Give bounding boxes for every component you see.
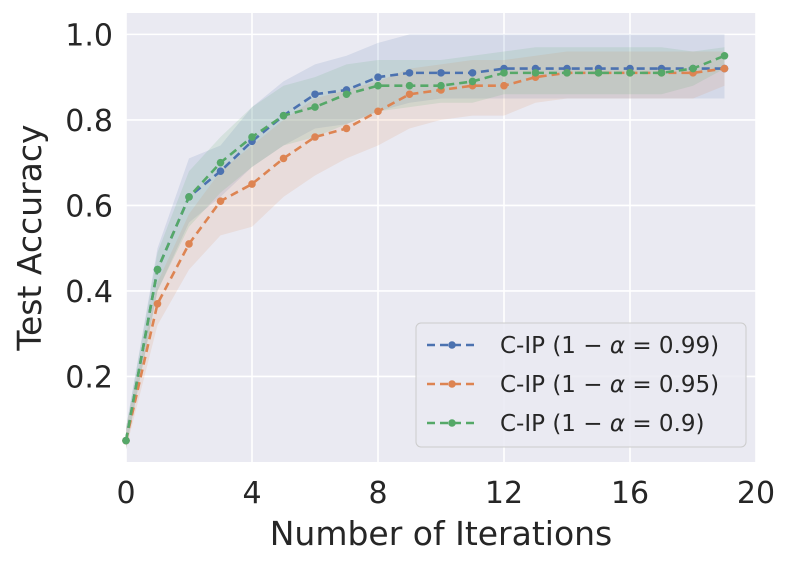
y-tick-label: 0.6 [65,189,113,224]
legend-label-part: 1 [561,372,576,398]
data-point [500,81,508,90]
legend-label-part: 0.9 [659,411,696,437]
series-lines [122,51,729,445]
data-point [374,73,382,81]
data-point [720,64,729,73]
x-axis-label: Number of Iterations [270,514,613,553]
data-point [594,69,603,77]
x-tick-label: 8 [368,476,387,511]
data-point [342,124,351,133]
data-point [248,180,256,188]
x-tick-label: 12 [485,476,523,511]
legend-label-part: 1 [561,333,576,359]
data-point [374,107,382,116]
legend-label-part: − [576,333,610,359]
legend-label-part: 1 [561,411,576,437]
confidence-band-1 [126,51,725,450]
legend-label-part: = [625,333,659,359]
data-point [216,197,225,205]
x-tick-label: 0 [116,476,135,511]
legend-label-part: C-IP ( [500,372,561,398]
legend-label-part: ) [696,411,705,437]
data-point [185,193,193,201]
x-tick-label: 20 [737,476,775,511]
legend-label-1: C-IP (1 − α = 0.95) [500,372,719,398]
y-axis-label: Test Accuracy [10,124,49,351]
data-point [311,133,319,141]
legend-label-part: = [625,372,659,398]
series-line-2 [124,54,725,441]
legend-label-part: = [625,411,659,437]
data-point [626,69,634,77]
x-tick-label: 4 [242,476,261,511]
data-point [657,69,666,77]
legend-marker-1 [448,380,456,388]
y-tick-label: 1.0 [65,18,113,53]
y-tick-label: 0.4 [65,275,113,310]
x-tick-label: 16 [611,476,649,511]
legend-box [415,322,747,448]
confidence-band-2 [126,47,725,450]
data-point [500,69,508,77]
x-axis-ticks: 0 4 8 12 16 20 [116,476,775,511]
series-line-0 [124,67,725,441]
data-point [311,103,319,111]
data-point [122,436,130,445]
legend-label-part: ) [710,372,719,398]
data-point [153,265,162,274]
legend-label-2: C-IP (1 − α = 0.9) [500,411,704,437]
data-point [342,90,351,99]
legend-label-part: − [576,372,610,398]
legend-label-part: C-IP ( [500,411,561,437]
confidence-band-0 [126,34,725,450]
data-point [437,81,445,90]
data-point [279,154,288,163]
series-line-1 [124,67,725,441]
legend-label-part: α [610,411,625,437]
legend-label-part: 0.99 [659,333,710,359]
data-point [153,299,162,308]
legend-label-part: − [576,411,610,437]
legend-label-part: 0.95 [659,372,710,398]
legend-marker-0 [448,341,456,349]
data-point [720,51,729,60]
data-point [216,158,225,167]
data-point [531,69,540,77]
data-point [468,77,477,86]
data-point [279,111,288,120]
legend-label-part: ) [710,333,719,359]
legend-label-part: C-IP ( [500,333,561,359]
legend: C-IP (1 − α = 0.99)C-IP (1 − α = 0.95)C-… [415,322,747,448]
data-point [405,69,414,77]
data-point [405,81,414,90]
data-point [185,240,193,248]
data-point [216,167,225,176]
data-point [468,69,477,77]
data-point [311,90,319,99]
data-point [437,69,445,77]
legend-label-part: α [610,333,625,359]
y-axis-ticks: 0.2 0.4 0.6 0.8 1.0 [65,18,113,395]
legend-label-0: C-IP (1 − α = 0.99) [500,333,719,359]
data-point [374,81,382,90]
data-point [689,64,697,73]
data-point [248,133,256,141]
y-tick-label: 0.2 [65,360,113,395]
data-point [563,69,571,77]
legend-marker-2 [448,419,456,427]
y-tick-label: 0.8 [65,104,113,139]
confidence-bands [126,34,725,450]
data-point [405,90,414,99]
legend-label-part: α [610,372,625,398]
